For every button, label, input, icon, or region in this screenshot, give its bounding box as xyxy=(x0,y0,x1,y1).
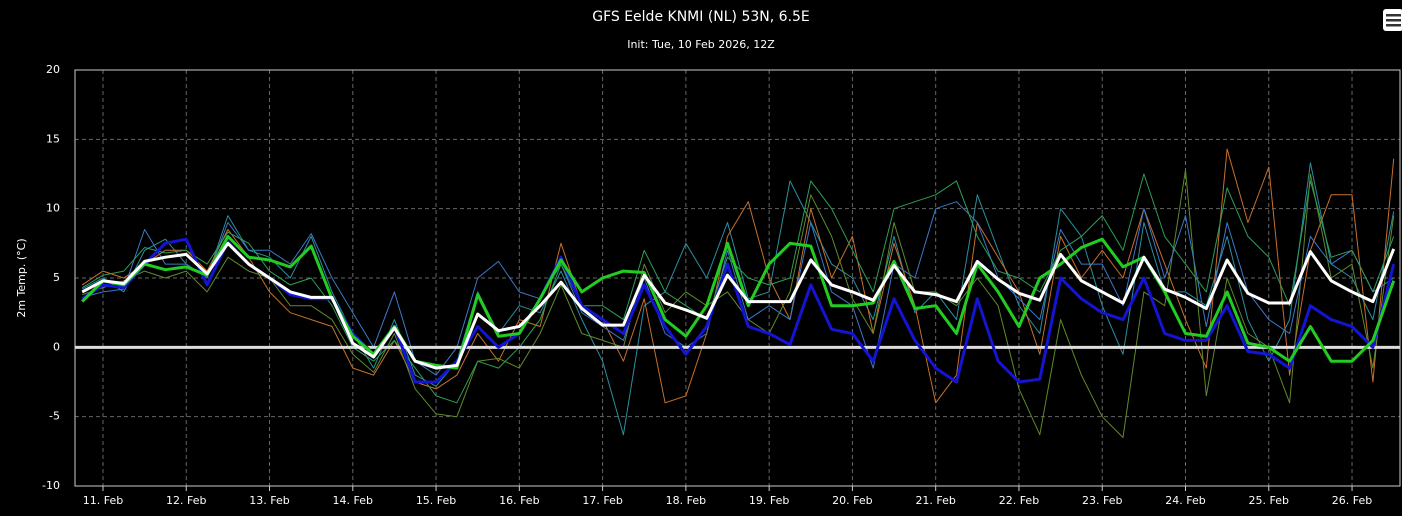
x-tick-label: 19. Feb xyxy=(749,494,789,507)
series-line xyxy=(81,241,1396,370)
x-tick-label: 12. Feb xyxy=(166,494,206,507)
x-tick-label: 13. Feb xyxy=(249,494,289,507)
series-line xyxy=(81,173,1395,404)
y-tick-label: 15 xyxy=(46,132,60,145)
menu-bar xyxy=(1386,14,1401,17)
x-tick-label: 25. Feb xyxy=(1249,494,1289,507)
x-tick-label: 15. Feb xyxy=(416,494,456,507)
x-tick-label: 11. Feb xyxy=(83,494,123,507)
y-axis-title: 2m Temp. (°C) xyxy=(15,238,28,317)
plot-border xyxy=(74,69,1401,487)
x-tick-label: 17. Feb xyxy=(582,494,622,507)
x-tick-label: 21. Feb xyxy=(915,494,955,507)
x-tick-label: 22. Feb xyxy=(999,494,1039,507)
x-tick-label: 24. Feb xyxy=(1165,494,1205,507)
series-line xyxy=(81,237,1396,384)
y-tick-label: 0 xyxy=(53,340,60,353)
series-line xyxy=(81,234,1396,370)
series-line xyxy=(82,201,1394,376)
menu-button[interactable] xyxy=(1383,9,1402,31)
menu-bar xyxy=(1386,24,1401,27)
x-tick-label: 23. Feb xyxy=(1082,494,1122,507)
y-tick-label: 20 xyxy=(46,63,60,76)
chart-subtitle: Init: Tue, 10 Feb 2026, 12Z xyxy=(627,38,775,51)
y-tick-label: -10 xyxy=(42,479,60,492)
series-line xyxy=(82,169,1395,438)
x-tick-label: 18. Feb xyxy=(666,494,706,507)
x-tick-label: 14. Feb xyxy=(333,494,373,507)
y-tick-label: -5 xyxy=(49,410,60,423)
chart-title: GFS Eelde KNMI (NL) 53N, 6.5E xyxy=(592,9,810,25)
y-tick-label: 5 xyxy=(53,271,60,284)
x-tick-label: 20. Feb xyxy=(832,494,872,507)
menu-bar xyxy=(1386,19,1401,22)
x-tick-label: 26. Feb xyxy=(1332,494,1372,507)
y-tick-label: 10 xyxy=(46,202,60,215)
x-tick-label: 16. Feb xyxy=(499,494,539,507)
